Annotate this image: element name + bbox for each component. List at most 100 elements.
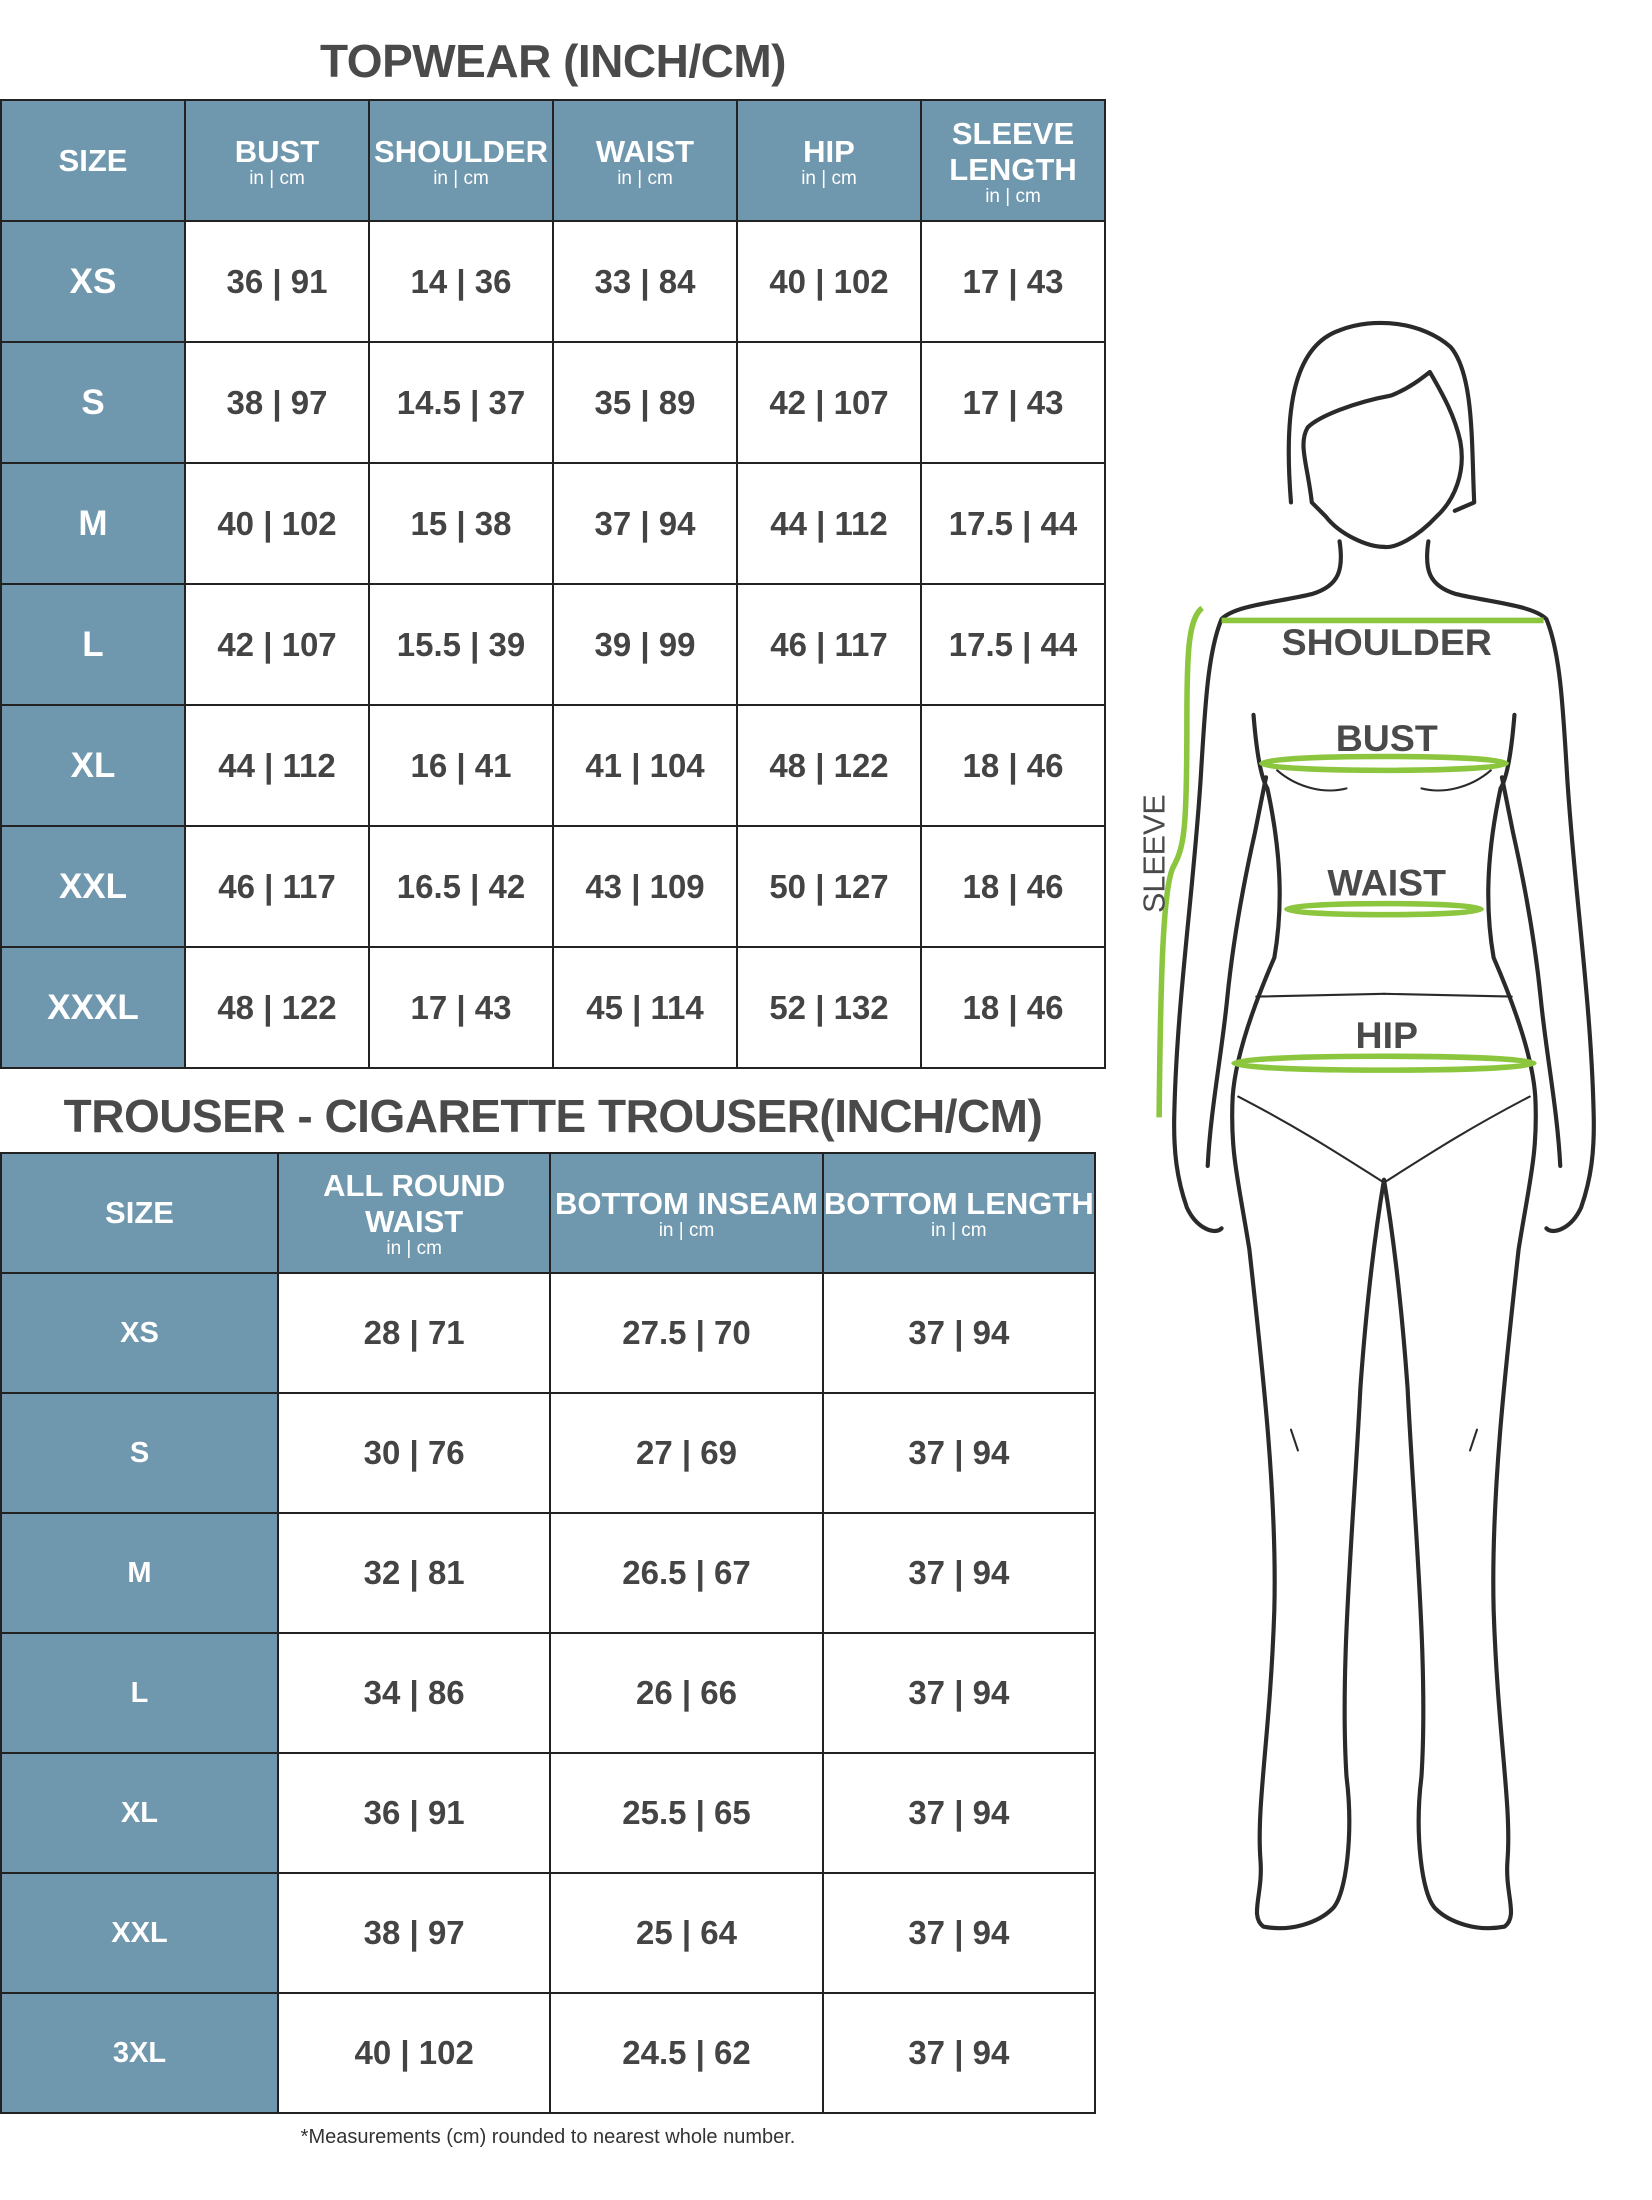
measurement-cell: 45 | 114 <box>552 946 738 1069</box>
measurement-cell: 42 | 107 <box>184 583 370 706</box>
measurement-cell: 15.5 | 39 <box>368 583 554 706</box>
size-cell: XL <box>0 704 186 827</box>
column-unit: in | cm <box>386 1238 442 1259</box>
size-cell: M <box>0 462 186 585</box>
topwear-table-row: XXL 46 | 117 16.5 | 42 43 | 109 50 | 127 18 |… <box>0 825 1106 948</box>
measurement-cell: 52 | 132 <box>736 946 922 1069</box>
measurement-cell: 37 | 94 <box>821 1872 1097 1994</box>
trouser-header-row: SIZE ALL ROUND WAIST in | cm BOTTOM INSEAM i… <box>0 1152 1097 1274</box>
measurement-cell: 26 | 66 <box>549 1632 824 1754</box>
trouser-column-header: ALL ROUND WAIST in | cm <box>276 1152 552 1274</box>
body-outline <box>1172 320 1594 1928</box>
measurement-cell: 34 | 86 <box>276 1632 552 1754</box>
measurement-cell: 39 | 99 <box>552 583 738 706</box>
column-label: WAIST <box>595 133 695 169</box>
size-cell: L <box>0 1632 279 1754</box>
trouser-table-row: S 30 | 76 27 | 69 37 | 94 <box>0 1392 1097 1514</box>
measurement-cell: 40 | 102 <box>276 1992 552 2114</box>
footnote: *Measurements (cm) rounded to nearest wh… <box>300 2126 796 2148</box>
topwear-column-header: HIP in | cm <box>736 99 922 222</box>
measurement-cell: 28 | 71 <box>276 1272 552 1394</box>
measurement-cell: 16.5 | 42 <box>368 825 554 948</box>
column-label: SHOULDER <box>374 133 548 169</box>
trouser-table-row: XL 36 | 91 25.5 | 65 37 | 94 <box>0 1752 1097 1874</box>
column-label: ALL ROUND WAIST <box>323 1168 506 1239</box>
measurement-cell: 46 | 117 <box>736 583 922 706</box>
topwear-column-header: SHOULDER in | cm <box>368 99 554 222</box>
column-label: SIZE <box>58 142 128 178</box>
topwear-column-header: SLEEVE LENGTH in | cm <box>920 99 1106 222</box>
hip-label: HIP <box>1356 1014 1418 1056</box>
sleeve-label: SLEEVE <box>1138 794 1172 913</box>
topwear-table-row: L 42 | 107 15.5 | 39 39 | 99 46 | 117 17.5 | … <box>0 583 1106 706</box>
measurement-cell: 50 | 127 <box>736 825 922 948</box>
measurement-cell: 18 | 46 <box>920 825 1106 948</box>
topwear-title: TOPWEAR (INCH/CM) <box>320 35 786 87</box>
size-cell: XS <box>0 220 186 343</box>
size-cell: M <box>0 1512 279 1634</box>
measurement-cell: 37 | 94 <box>821 1512 1097 1634</box>
column-unit: in | cm <box>658 1220 715 1241</box>
measurement-cell: 40 | 102 <box>736 220 922 343</box>
trouser-table-row: L 34 | 86 26 | 66 37 | 94 <box>0 1632 1097 1754</box>
topwear-table-row: M 40 | 102 15 | 38 37 | 94 44 | 112 17.5 | 44 <box>0 462 1106 585</box>
measurement-cell: 37 | 94 <box>821 1272 1097 1394</box>
measurement-cell: 44 | 112 <box>736 462 922 585</box>
hip-line <box>1231 1053 1537 1073</box>
bust-line <box>1259 753 1509 774</box>
topwear-table-row: XL 44 | 112 16 | 41 41 | 104 48 | 122 18 | 46 <box>0 704 1106 827</box>
trouser-table-row: XS 28 | 71 27.5 | 70 37 | 94 <box>0 1272 1097 1394</box>
measurement-cell: 25 | 64 <box>549 1872 824 1994</box>
measurement-cell: 26.5 | 67 <box>549 1512 824 1634</box>
measurement-cell: 48 | 122 <box>184 946 370 1069</box>
measurement-cell: 37 | 94 <box>552 462 738 585</box>
measurement-cell: 41 | 104 <box>552 704 738 827</box>
sleeve-line <box>1156 605 1205 1118</box>
column-unit: in | cm <box>617 167 673 189</box>
measurement-cell: 18 | 46 <box>920 946 1106 1069</box>
measurement-cell: 38 | 97 <box>276 1872 552 1994</box>
measurement-cell: 36 | 91 <box>184 220 370 343</box>
measurement-cell: 14 | 36 <box>368 220 554 343</box>
column-label: HIP <box>803 133 855 169</box>
size-cell: L <box>0 583 186 706</box>
measurement-cell: 16 | 41 <box>368 704 554 827</box>
shoulder-label: SHOULDER <box>1282 621 1492 663</box>
trouser-title: TROUSER - CIGARETTE TROUSER(INCH/CM) <box>63 1090 1043 1142</box>
column-label: SIZE <box>105 1195 174 1230</box>
column-unit: in | cm <box>931 1220 987 1241</box>
size-cell: S <box>0 1392 279 1514</box>
topwear-column-header: SIZE <box>0 99 186 222</box>
column-unit: in | cm <box>801 167 857 189</box>
measurement-cell: 17.5 | 44 <box>920 583 1106 706</box>
measurement-cell: 17.5 | 44 <box>920 462 1106 585</box>
topwear-header-row: SIZE BUST in | cm SHOULDER in | cm WAIST in | … <box>0 99 1106 222</box>
measurement-cell: 37 | 94 <box>821 1392 1097 1514</box>
measurement-cell: 36 | 91 <box>276 1752 552 1874</box>
measurement-cell: 44 | 112 <box>184 704 370 827</box>
column-label: SLEEVE LENGTH <box>949 115 1077 187</box>
topwear-size-table: SIZE BUST in | cm SHOULDER in | cm WAIST in | … <box>0 99 1106 1069</box>
trouser-table-row: 3XL 40 | 102 24.5 | 62 37 | 94 <box>0 1992 1097 2114</box>
measurement-cell: 35 | 89 <box>552 341 738 464</box>
trouser-table-row: M 32 | 81 26.5 | 67 37 | 94 <box>0 1512 1097 1634</box>
measurement-cell: 43 | 109 <box>552 825 738 948</box>
size-cell: 3XL <box>0 1992 279 2114</box>
measurement-cell: 25.5 | 65 <box>549 1752 824 1874</box>
measurement-cell: 17 | 43 <box>368 946 554 1069</box>
topwear-column-header: BUST in | cm <box>184 99 370 222</box>
measurement-cell: 17 | 43 <box>920 220 1106 343</box>
measurement-cell: 37 | 94 <box>821 1632 1097 1754</box>
topwear-table-row: S 38 | 97 14.5 | 37 35 | 89 42 | 107 17 | 43 <box>0 341 1106 464</box>
size-cell: XXL <box>0 1872 279 1994</box>
bust-label: BUST <box>1336 717 1438 759</box>
measurement-cell: 15 | 38 <box>368 462 554 585</box>
trouser-table-row: XXL 38 | 97 25 | 64 37 | 94 <box>0 1872 1097 1994</box>
column-unit: in | cm <box>985 185 1041 207</box>
measurement-cell: 14.5 | 37 <box>368 341 554 464</box>
trouser-column-header: BOTTOM LENGTH in | cm <box>821 1152 1097 1274</box>
measurement-cell: 27 | 69 <box>549 1392 824 1514</box>
measurement-cell: 48 | 122 <box>736 704 922 827</box>
trouser-column-header: BOTTOM INSEAM in | cm <box>549 1152 824 1274</box>
column-label: BUST <box>234 133 320 169</box>
